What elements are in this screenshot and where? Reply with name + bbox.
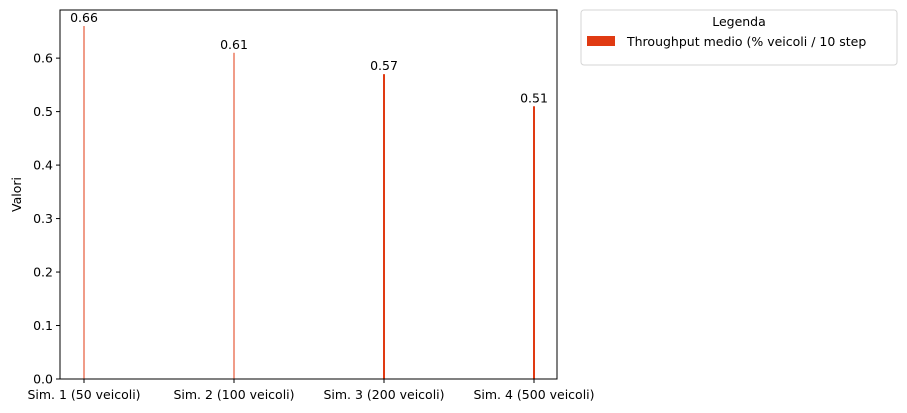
y-tick-label: 0.1 (33, 318, 53, 333)
y-axis: 0.0 0.1 0.2 0.3 0.4 0.5 0.6 (33, 51, 60, 387)
x-tick-label: Sim. 3 (200 veicoli) (323, 387, 444, 402)
y-tick-label: 0.3 (33, 211, 53, 226)
x-axis: Sim. 1 (50 veicoli) Sim. 2 (100 veicoli) S… (27, 379, 595, 402)
bar (83, 26, 85, 379)
x-tick-label: Sim. 4 (500 veicoli) (473, 387, 594, 402)
plot-area (60, 10, 557, 379)
bar (533, 106, 535, 380)
y-tick-label: 0.2 (33, 265, 53, 280)
legend: Legenda Throughput medio (% veicoli / 10… (580, 9, 898, 66)
bar-value-label: 0.57 (370, 58, 398, 73)
plot-frame (59, 9, 558, 380)
bar-value-label: 0.66 (70, 10, 98, 25)
plot-background (60, 10, 557, 379)
data-labels-group: 0.66 0.61 0.57 0.51 (70, 10, 548, 105)
legend-swatch (587, 36, 615, 46)
bars-group (83, 26, 535, 380)
x-tick-label: Sim. 2 (100 veicoli) (173, 387, 294, 402)
y-axis-label: Valori (9, 177, 24, 212)
legend-title: Legenda (712, 14, 766, 29)
bar (233, 52, 235, 380)
y-tick-label: 0.5 (33, 104, 53, 119)
legend-entry-label: Throughput medio (% veicoli / 10 step (626, 34, 866, 49)
bar-value-label: 0.51 (520, 90, 548, 105)
y-tick-label: 0.4 (33, 158, 53, 173)
legend-frame (580, 9, 898, 66)
x-tick-label: Sim. 1 (50 veicoli) (27, 387, 140, 402)
y-tick-label: 0.6 (33, 51, 53, 66)
y-tick-label: 0.0 (33, 372, 53, 387)
bar-value-label: 0.61 (220, 37, 248, 52)
bar (383, 74, 385, 379)
